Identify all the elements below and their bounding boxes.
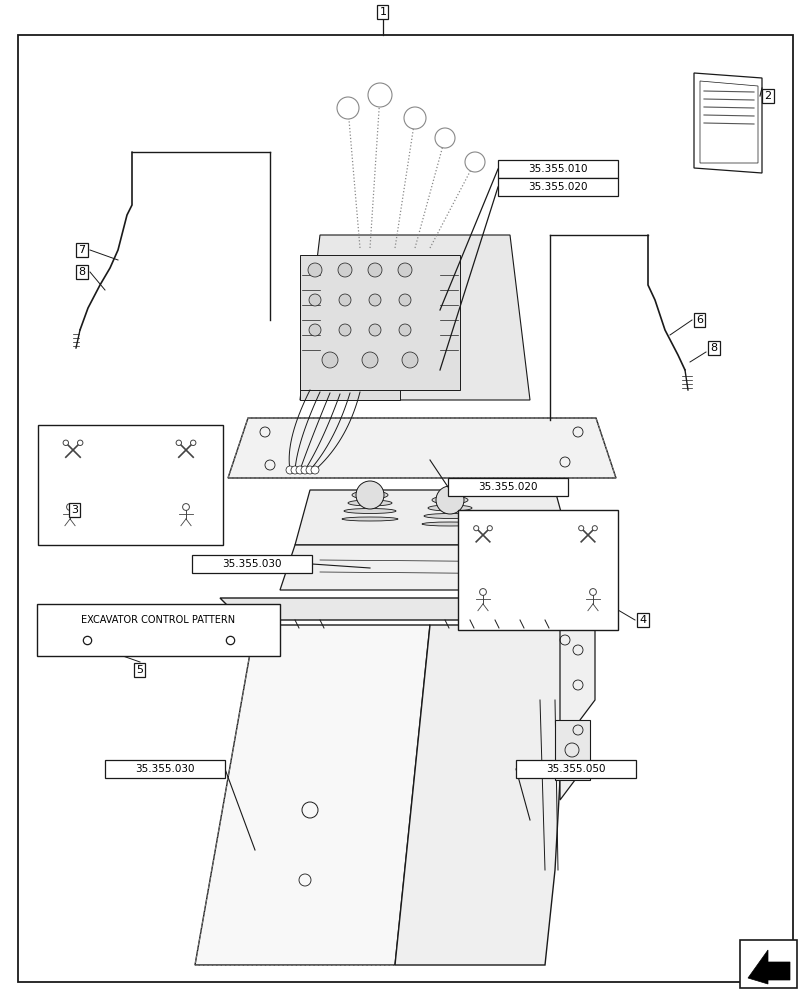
FancyBboxPatch shape [448,478,568,496]
Circle shape [368,324,380,336]
Polygon shape [457,510,617,630]
Circle shape [307,263,322,277]
Circle shape [176,440,182,446]
Polygon shape [394,625,569,965]
FancyBboxPatch shape [105,760,225,778]
Circle shape [338,324,350,336]
Text: 35.355.030: 35.355.030 [135,764,195,774]
Circle shape [591,526,597,531]
Ellipse shape [431,496,467,504]
Circle shape [473,526,478,531]
Text: 35.355.010: 35.355.010 [528,164,587,174]
Circle shape [285,466,294,474]
Ellipse shape [427,505,471,511]
Ellipse shape [422,522,478,526]
Circle shape [337,97,358,119]
Polygon shape [747,950,789,984]
Text: 5: 5 [136,665,144,675]
Circle shape [338,294,350,306]
Polygon shape [560,630,594,800]
Ellipse shape [423,514,475,518]
Circle shape [398,294,410,306]
Circle shape [367,83,392,107]
Text: 6: 6 [696,315,702,325]
Circle shape [309,324,320,336]
Circle shape [487,526,491,531]
Text: 35.355.030: 35.355.030 [222,559,281,569]
Polygon shape [294,490,569,545]
Text: 35.355.020: 35.355.020 [528,182,587,192]
Polygon shape [228,418,616,478]
Ellipse shape [344,508,396,514]
Text: 35.355.050: 35.355.050 [546,764,605,774]
Text: EXCAVATOR CONTROL PATTERN: EXCAVATOR CONTROL PATTERN [81,615,235,625]
Text: 8: 8 [710,343,717,353]
Circle shape [290,466,298,474]
Circle shape [301,466,309,474]
Circle shape [435,128,454,148]
Circle shape [397,263,411,277]
Polygon shape [554,720,590,780]
FancyBboxPatch shape [191,555,311,573]
Circle shape [306,466,314,474]
FancyBboxPatch shape [497,178,617,196]
Circle shape [63,440,68,446]
Circle shape [436,486,463,514]
FancyBboxPatch shape [497,160,617,178]
Text: 35.355.020: 35.355.020 [478,482,537,492]
Polygon shape [38,425,223,545]
Ellipse shape [351,491,388,499]
Circle shape [404,107,426,129]
Circle shape [311,466,319,474]
Circle shape [296,466,303,474]
Circle shape [398,324,410,336]
Circle shape [465,152,484,172]
Circle shape [309,294,320,306]
Polygon shape [280,545,584,590]
Circle shape [401,352,418,368]
Text: 4: 4 [638,615,646,625]
Text: 8: 8 [79,267,85,277]
Circle shape [578,526,583,531]
Polygon shape [299,235,530,400]
Circle shape [191,440,195,446]
Polygon shape [693,73,761,173]
Polygon shape [299,260,400,400]
Circle shape [355,481,384,509]
Circle shape [368,294,380,306]
Circle shape [362,352,378,368]
Ellipse shape [341,517,397,521]
Polygon shape [195,625,430,965]
Circle shape [77,440,83,446]
Circle shape [367,263,381,277]
Circle shape [337,263,351,277]
FancyBboxPatch shape [37,604,280,656]
Text: 2: 2 [763,91,770,101]
Circle shape [322,352,337,368]
Text: 1: 1 [379,7,386,17]
Text: 7: 7 [79,245,85,255]
FancyBboxPatch shape [515,760,635,778]
Polygon shape [220,598,579,620]
FancyBboxPatch shape [739,940,796,988]
Polygon shape [299,255,460,390]
Text: 3: 3 [71,505,79,515]
Ellipse shape [348,500,392,506]
